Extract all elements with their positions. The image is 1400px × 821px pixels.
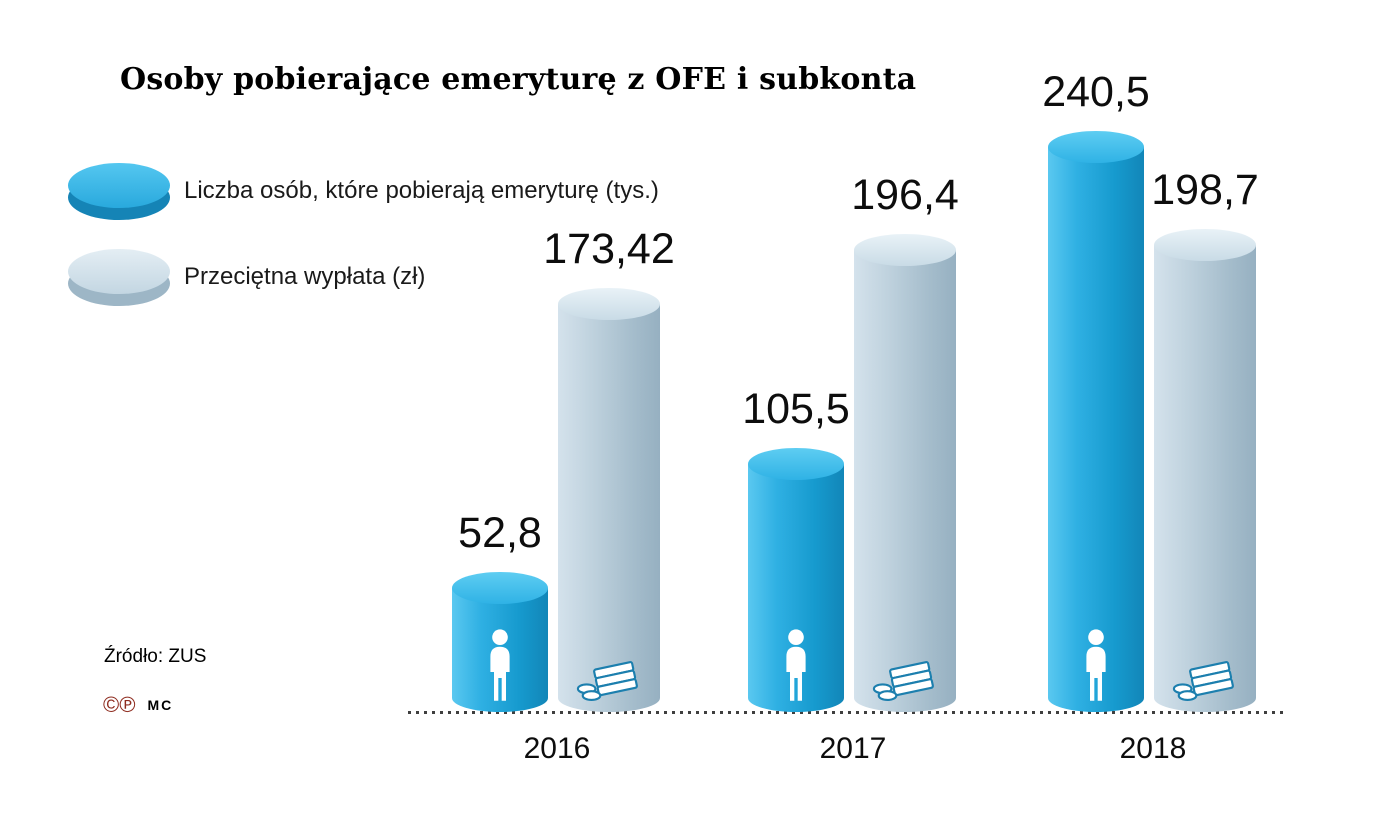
- person-icon: [482, 628, 518, 704]
- x-axis-line: [408, 711, 1288, 714]
- people-bar-2017: 105,5: [742, 385, 850, 712]
- person-icon: [1078, 628, 1114, 704]
- money-icon: [871, 660, 939, 704]
- legend-item-people: Liczba osób, które pobierają emeryturę (…: [68, 160, 659, 222]
- people-bar-2018: 240,5: [1042, 68, 1150, 712]
- value-label: 52,8: [458, 509, 542, 557]
- year-label: 2016: [523, 732, 591, 765]
- value-label: 173,42: [543, 225, 675, 273]
- source-note: Źródło: ZUS: [104, 646, 207, 667]
- copyright-icon: ©: [103, 692, 120, 717]
- cylinder-body: [1048, 147, 1144, 712]
- value-label: 196,4: [851, 171, 959, 219]
- cylinder-body: [558, 304, 660, 712]
- cylinder-top: [1154, 229, 1256, 261]
- cylinder-body: [854, 250, 956, 712]
- payout-bar-2017: 196,4: [851, 171, 959, 712]
- year-label: 2018: [1119, 732, 1187, 765]
- legend-label-people: Liczba osób, które pobierają emeryturę (…: [184, 177, 659, 204]
- credit-initials: MC: [147, 697, 174, 713]
- payout-bar-2018: 198,7: [1151, 166, 1259, 712]
- payout-bar-2016: 173,42: [543, 225, 675, 712]
- cylinder-top: [452, 572, 548, 604]
- light-disk-icon: [68, 246, 170, 308]
- year-label: 2017: [819, 732, 887, 765]
- legend-item-payout: Przeciętna wypłata (zł): [68, 246, 659, 308]
- legend-label-payout: Przeciętna wypłata (zł): [184, 263, 426, 290]
- blue-disk-icon: [68, 160, 170, 222]
- value-label: 198,7: [1151, 166, 1259, 214]
- phonogram-icon: ℗: [119, 692, 136, 717]
- cylinder-top: [558, 288, 660, 320]
- person-icon: [778, 628, 814, 704]
- cylinder-top: [748, 448, 844, 480]
- credits: © ℗ MC: [103, 694, 173, 716]
- value-label: 105,5: [742, 385, 850, 433]
- cylinder-top: [1048, 131, 1144, 163]
- chart-title: Osoby pobierające emeryturę z OFE i subk…: [120, 62, 917, 97]
- money-icon: [575, 660, 643, 704]
- money-icon: [1171, 660, 1239, 704]
- cylinder-top: [854, 234, 956, 266]
- legend: Liczba osób, które pobierają emeryturę (…: [68, 160, 659, 332]
- value-label: 240,5: [1042, 68, 1150, 116]
- people-bar-2016: 52,8: [452, 509, 548, 712]
- cylinder-body: [1154, 245, 1256, 712]
